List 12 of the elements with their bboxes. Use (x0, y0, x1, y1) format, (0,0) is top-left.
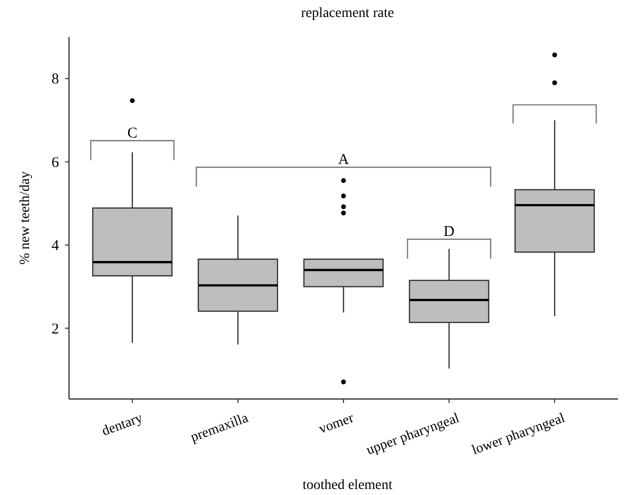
x-axis-title: toothed element (302, 478, 393, 493)
y-tick-label: 6 (52, 154, 60, 171)
x-tick-label: vomer (317, 410, 356, 438)
x-tick-label: dentary (100, 410, 145, 440)
annotation: C (127, 126, 138, 142)
y-axis-title: % new teeth/day (18, 171, 33, 265)
y-tick-label: 8 (52, 72, 59, 88)
annotation: A (338, 152, 350, 168)
y-tick-label: 4 (52, 238, 60, 254)
chart-title: replacement rate (301, 6, 394, 21)
annotation: D (444, 224, 455, 240)
y-tick-label: 2 (52, 321, 59, 338)
